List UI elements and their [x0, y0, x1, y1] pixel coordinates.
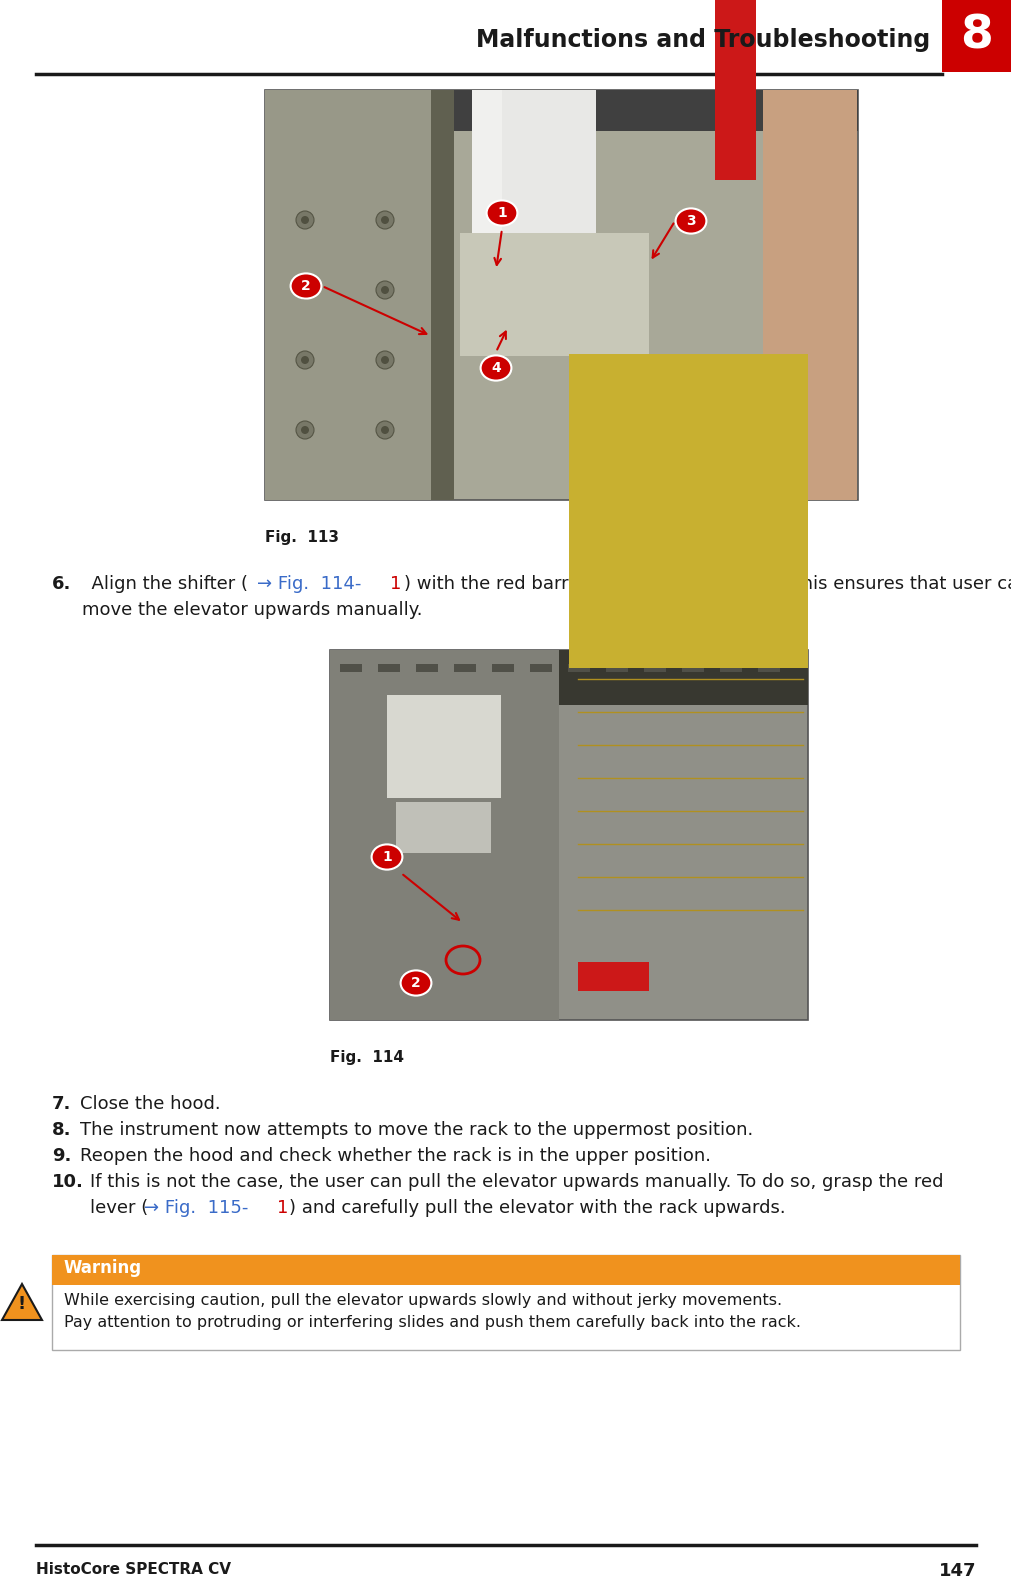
Bar	[265, 89, 857, 131]
Bar	[567, 664, 589, 671]
Text: Pay attention to protruding or interfering slides and push them carefully back i: Pay attention to protruding or interferi…	[64, 1314, 801, 1330]
Bar	[606, 664, 628, 671]
Text: HistoCore SPECTRA CV: HistoCore SPECTRA CV	[36, 1562, 231, 1577]
Text: 2: 2	[757, 576, 768, 593]
Text: Warning: Warning	[64, 1258, 142, 1278]
Circle shape	[300, 286, 308, 293]
Text: 8: 8	[959, 13, 993, 59]
Polygon shape	[2, 1284, 42, 1321]
Text: 1: 1	[389, 576, 401, 593]
Bar	[491, 664, 514, 671]
Circle shape	[380, 215, 388, 223]
Bar	[330, 651, 558, 1019]
Bar	[330, 651, 807, 1019]
Bar	[719, 664, 741, 671]
Bar	[501, 89, 595, 246]
Text: 1: 1	[382, 850, 391, 864]
Circle shape	[300, 215, 308, 223]
Text: Close the hood.: Close the hood.	[80, 1096, 220, 1113]
Bar	[530, 664, 551, 671]
Text: 6.: 6.	[52, 576, 72, 593]
Text: 10.: 10.	[52, 1172, 84, 1191]
Text: While exercising caution, pull the elevator upwards slowly and without jerky mov: While exercising caution, pull the eleva…	[64, 1294, 782, 1308]
Ellipse shape	[290, 273, 321, 298]
Text: If this is not the case, the user can pull the elevator upwards manually. To do : If this is not the case, the user can pu…	[90, 1172, 942, 1191]
Text: → Fig.  115-: → Fig. 115-	[144, 1199, 248, 1217]
Circle shape	[300, 426, 308, 434]
Circle shape	[295, 281, 313, 298]
Text: 2: 2	[410, 976, 421, 990]
Text: Fig.  113: Fig. 113	[265, 530, 339, 545]
Text: Align the shifter (: Align the shifter (	[80, 576, 248, 593]
Text: The instrument now attempts to move the rack to the uppermost position.: The instrument now attempts to move the …	[80, 1121, 752, 1139]
Bar	[460, 233, 648, 356]
Text: ) and carefully pull the elevator with the rack upwards.: ) and carefully pull the elevator with t…	[289, 1199, 785, 1217]
Text: Fig.  114: Fig. 114	[330, 1050, 403, 1065]
Bar	[431, 89, 454, 499]
Ellipse shape	[486, 201, 517, 225]
Bar	[395, 802, 490, 853]
Text: Malfunctions and Troubleshooting: Malfunctions and Troubleshooting	[475, 29, 929, 53]
Text: 4: 4	[490, 360, 500, 375]
Circle shape	[295, 421, 313, 439]
Bar	[330, 651, 807, 705]
Text: → Fig.  114-: → Fig. 114-	[257, 576, 361, 593]
Bar	[416, 664, 438, 671]
Bar	[52, 1255, 959, 1349]
Bar	[386, 695, 500, 798]
Text: Reopen the hood and check whether the rack is in the upper position.: Reopen the hood and check whether the ra…	[80, 1147, 711, 1164]
Text: 2: 2	[301, 279, 310, 293]
Bar	[762, 89, 856, 499]
Circle shape	[380, 426, 388, 434]
Text: 3: 3	[685, 214, 696, 228]
Bar	[568, 354, 807, 668]
Bar	[941, 0, 1011, 72]
Circle shape	[376, 421, 393, 439]
Bar	[681, 664, 704, 671]
Circle shape	[376, 281, 393, 298]
Bar	[265, 89, 431, 499]
Circle shape	[376, 211, 393, 230]
Bar	[52, 1255, 959, 1286]
Text: move the elevator upwards manually.: move the elevator upwards manually.	[82, 601, 422, 619]
Bar	[265, 89, 857, 499]
Ellipse shape	[400, 970, 431, 995]
Bar	[715, 0, 755, 180]
Bar	[471, 89, 554, 314]
Text: !: !	[18, 1295, 26, 1313]
Circle shape	[300, 356, 308, 364]
Text: lever (: lever (	[90, 1199, 148, 1217]
Text: → Fig.  114-: → Fig. 114-	[625, 576, 729, 593]
Bar	[577, 962, 648, 990]
Bar	[757, 664, 779, 671]
Text: 147: 147	[937, 1562, 975, 1581]
Bar	[340, 664, 362, 671]
Circle shape	[380, 356, 388, 364]
Bar	[454, 664, 475, 671]
Bar	[378, 664, 399, 671]
Bar	[643, 664, 665, 671]
Ellipse shape	[480, 356, 511, 381]
Ellipse shape	[371, 844, 402, 869]
Text: 9.: 9.	[52, 1147, 72, 1164]
Text: ) with the red barrier (: ) with the red barrier (	[403, 576, 605, 593]
Text: 1: 1	[496, 206, 507, 220]
Circle shape	[295, 351, 313, 368]
Text: 7.: 7.	[52, 1096, 72, 1113]
Circle shape	[295, 211, 313, 230]
Text: ). This ensures that user can: ). This ensures that user can	[771, 576, 1011, 593]
Text: 1: 1	[277, 1199, 288, 1217]
Ellipse shape	[675, 209, 706, 233]
Circle shape	[380, 286, 388, 293]
Text: 8.: 8.	[52, 1121, 72, 1139]
Circle shape	[376, 351, 393, 368]
